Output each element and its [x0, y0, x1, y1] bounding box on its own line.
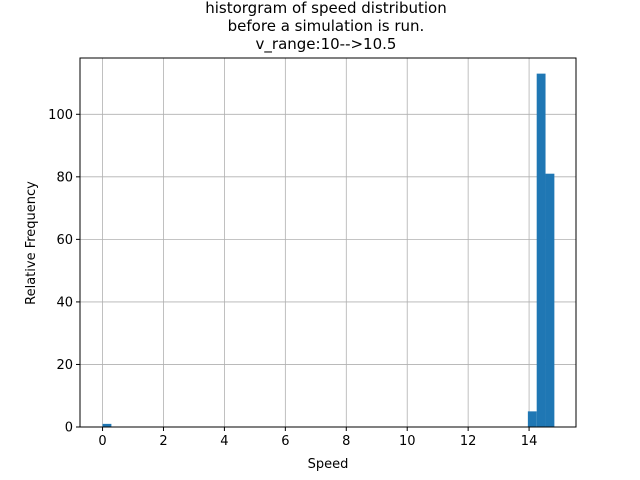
y-tick-label: 80	[56, 170, 73, 185]
x-tick-label: 14	[521, 434, 538, 449]
histogram-bar	[527, 411, 537, 427]
x-tick-label: 2	[159, 434, 167, 449]
plot-frame	[79, 57, 577, 428]
y-axis-label: Relative Frequency	[24, 181, 39, 305]
y-tick-label: 60	[56, 233, 73, 248]
x-tick-label: 12	[460, 434, 477, 449]
x-axis-ticks: 0 2 4 6 8 10 12 14	[98, 427, 537, 449]
y-tick-label: 0	[65, 421, 73, 436]
histogram-bar	[536, 73, 546, 427]
chart-title-line-2: before a simulation is run.	[228, 17, 425, 35]
chart-title-line-1: historgram of speed distribution	[205, 0, 447, 17]
histogram-bars	[102, 73, 555, 427]
x-axis-label: Speed	[308, 457, 349, 472]
plot-area	[80, 58, 576, 427]
chart-title-line-3: v_range:10-->10.5	[256, 35, 397, 54]
y-axis-ticks: 0 20 40 60 80 100	[48, 108, 80, 436]
y-tick-label: 100	[48, 108, 73, 123]
x-tick-label: 8	[342, 434, 350, 449]
chart-title: historgram of speed distribution before …	[205, 0, 447, 54]
x-tick-label: 6	[281, 434, 289, 449]
x-tick-label: 0	[98, 434, 106, 449]
y-tick-label: 20	[56, 358, 73, 373]
y-tick-label: 40	[56, 295, 73, 310]
histogram-bar	[102, 423, 112, 427]
x-tick-label: 4	[220, 434, 228, 449]
x-tick-label: 10	[399, 434, 416, 449]
histogram-bar	[545, 173, 555, 427]
